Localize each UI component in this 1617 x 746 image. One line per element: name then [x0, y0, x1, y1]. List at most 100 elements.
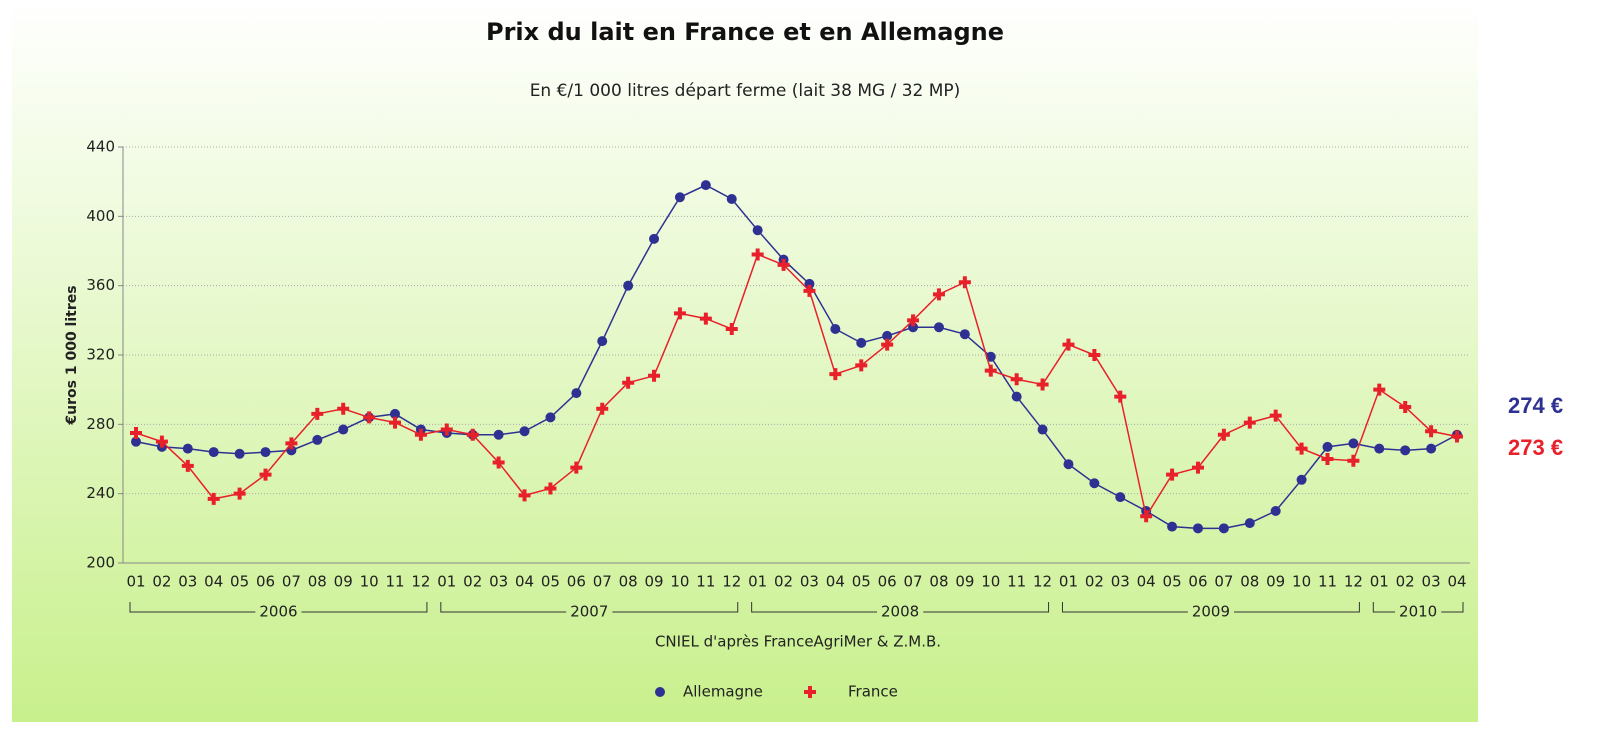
x-tick-label: 01 — [748, 573, 767, 591]
point — [804, 278, 815, 289]
point — [777, 258, 790, 271]
x-tick-label: 12 — [1033, 573, 1052, 591]
point — [1269, 409, 1282, 422]
point — [855, 359, 868, 372]
point — [1426, 443, 1437, 454]
point — [622, 376, 635, 389]
point — [725, 323, 738, 335]
point — [1062, 338, 1075, 351]
year-label: 2006 — [259, 603, 297, 621]
y-tick-label: 400 — [86, 207, 115, 225]
x-tick-label: 01 — [437, 573, 456, 591]
x-tick-label: 11 — [385, 573, 404, 591]
point — [130, 427, 142, 439]
x-tick-label: 10 — [360, 573, 379, 591]
x-tick-label: 05 — [541, 573, 560, 591]
point — [597, 336, 608, 347]
x-tick-label: 12 — [722, 573, 741, 591]
x-tick-label: 03 — [178, 573, 197, 591]
x-tick-label: 05 — [852, 573, 871, 591]
x-tick-label: 12 — [1344, 573, 1363, 591]
y-tick-label: 200 — [86, 554, 115, 572]
x-tick-label: 04 — [515, 573, 534, 591]
x-tick-label: 04 — [1447, 573, 1466, 591]
point — [286, 445, 297, 456]
point — [570, 461, 583, 474]
point — [1322, 441, 1333, 452]
chart-subtitle: En €/1 000 litres départ ferme (lait 38 … — [530, 81, 961, 101]
x-tick-label: 02 — [1396, 573, 1415, 591]
point — [856, 337, 867, 348]
point — [648, 369, 661, 382]
x-tick-label: 08 — [929, 573, 948, 591]
legend-marker — [655, 687, 665, 697]
point — [1191, 461, 1204, 474]
point — [311, 407, 324, 420]
point — [1037, 424, 1048, 435]
x-tick-label: 08 — [619, 573, 638, 591]
year-bracket — [1372, 602, 1464, 613]
point — [492, 456, 505, 469]
point — [338, 424, 349, 435]
point — [233, 487, 246, 500]
year-bracket — [129, 602, 428, 613]
year-label: 2010 — [1399, 603, 1437, 621]
point — [1295, 442, 1308, 455]
x-tick-label: 03 — [489, 573, 508, 591]
x-tick-label: 03 — [1111, 573, 1130, 591]
y-tick-label: 440 — [86, 138, 115, 156]
point — [932, 288, 945, 301]
point — [933, 322, 944, 333]
y-tick-label: 360 — [86, 276, 115, 294]
x-tick-label: 06 — [1188, 573, 1207, 591]
x-tick-label: 11 — [1007, 573, 1026, 591]
point — [1347, 454, 1360, 467]
y-axis-label: €uros 1 000 litres — [64, 285, 80, 425]
point — [1063, 459, 1074, 470]
x-tick-label: 06 — [567, 573, 586, 591]
chart-background — [12, 0, 1478, 722]
point — [596, 402, 609, 415]
x-tick-label: 04 — [1137, 573, 1156, 591]
x-tick-label: 08 — [308, 573, 327, 591]
point — [674, 192, 685, 203]
point — [1140, 510, 1153, 523]
point — [207, 492, 220, 505]
point — [984, 364, 997, 377]
point — [518, 489, 531, 502]
point — [673, 307, 686, 320]
point — [649, 233, 660, 244]
year-bracket — [1061, 602, 1360, 613]
point — [699, 312, 712, 325]
point — [1115, 492, 1126, 503]
point — [726, 194, 737, 204]
point — [182, 443, 193, 454]
year-bracket — [751, 602, 1050, 613]
point — [1425, 425, 1438, 438]
point — [337, 402, 350, 415]
series-line — [135, 253, 1458, 519]
legend-label: France — [848, 683, 898, 701]
point — [1243, 416, 1256, 429]
point — [312, 434, 323, 445]
x-tick-label: 05 — [1163, 573, 1182, 591]
x-tick-label: 07 — [282, 573, 301, 591]
x-tick-label: 11 — [696, 573, 715, 591]
point — [519, 426, 530, 437]
x-tick-label: 02 — [152, 573, 171, 591]
point — [234, 448, 245, 459]
point — [1373, 383, 1386, 396]
point — [751, 248, 764, 261]
annotation: 273 € — [1508, 435, 1563, 460]
x-tick-label: 03 — [800, 573, 819, 591]
x-tick-label: 09 — [1266, 573, 1285, 591]
point — [181, 459, 194, 472]
point — [959, 329, 970, 340]
point — [259, 468, 272, 481]
y-tick-label: 280 — [86, 415, 115, 433]
x-tick-label: 01 — [126, 573, 145, 591]
point — [1348, 438, 1359, 449]
point — [285, 437, 298, 450]
point — [1296, 474, 1307, 485]
x-tick-label: 02 — [1085, 573, 1104, 591]
